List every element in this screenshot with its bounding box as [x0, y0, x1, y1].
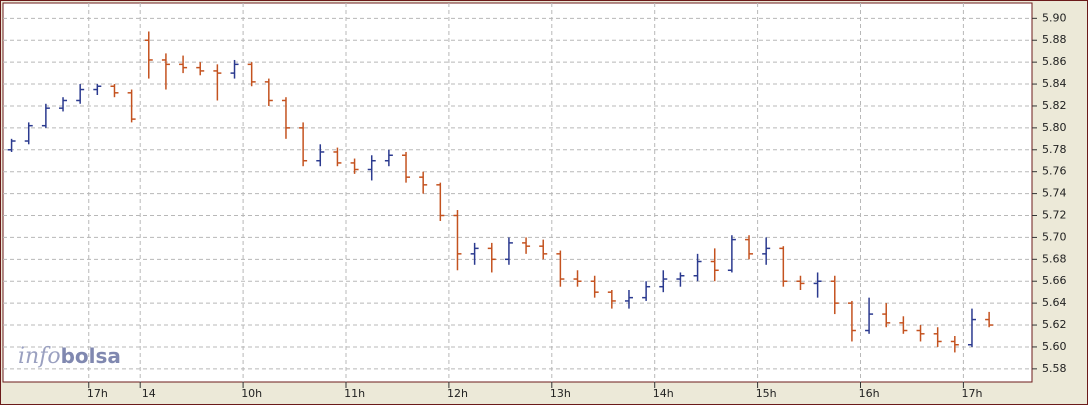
- x-tick-label: 15h: [756, 387, 777, 400]
- y-tick-label: 5.60: [1042, 340, 1067, 353]
- y-tick-label: 5.86: [1042, 55, 1067, 68]
- watermark-bolsa: bolsa: [61, 344, 121, 368]
- x-tick-label: 17h: [87, 387, 108, 400]
- x-tick-label: 13h: [550, 387, 571, 400]
- y-tick-label: 5.82: [1042, 99, 1067, 112]
- bars: [7, 31, 994, 353]
- y-tick-label: 5.84: [1042, 77, 1067, 90]
- y-tick-label: 5.66: [1042, 274, 1067, 287]
- y-tick-label: 5.68: [1042, 252, 1067, 265]
- y-tick-label: 5.76: [1042, 165, 1067, 178]
- grid: [3, 3, 1032, 382]
- y-tick-label: 5.62: [1042, 318, 1067, 331]
- y-tick-label: 5.88: [1042, 33, 1067, 46]
- y-tick-label: 5.70: [1042, 230, 1067, 243]
- y-tick-label: 5.58: [1042, 362, 1067, 375]
- y-tick-label: 5.64: [1042, 296, 1067, 309]
- x-tick-label: 14: [142, 387, 156, 400]
- watermark: infobolsa: [18, 344, 121, 370]
- watermark-info: info: [18, 344, 61, 369]
- x-tick-label: 11h: [344, 387, 365, 400]
- y-tick-label: 5.72: [1042, 209, 1067, 222]
- x-tick-label: 12h: [447, 387, 468, 400]
- x-tick-label: 16h: [859, 387, 880, 400]
- x-tick-label: 17h: [961, 387, 982, 400]
- x-tick-label: 14h: [653, 387, 674, 400]
- y-tick-label: 5.80: [1042, 121, 1067, 134]
- y-tick-label: 5.78: [1042, 143, 1067, 156]
- y-tick-label: 5.74: [1042, 187, 1067, 200]
- y-tick-label: 5.90: [1042, 11, 1067, 24]
- x-tick-label: 10h: [241, 387, 262, 400]
